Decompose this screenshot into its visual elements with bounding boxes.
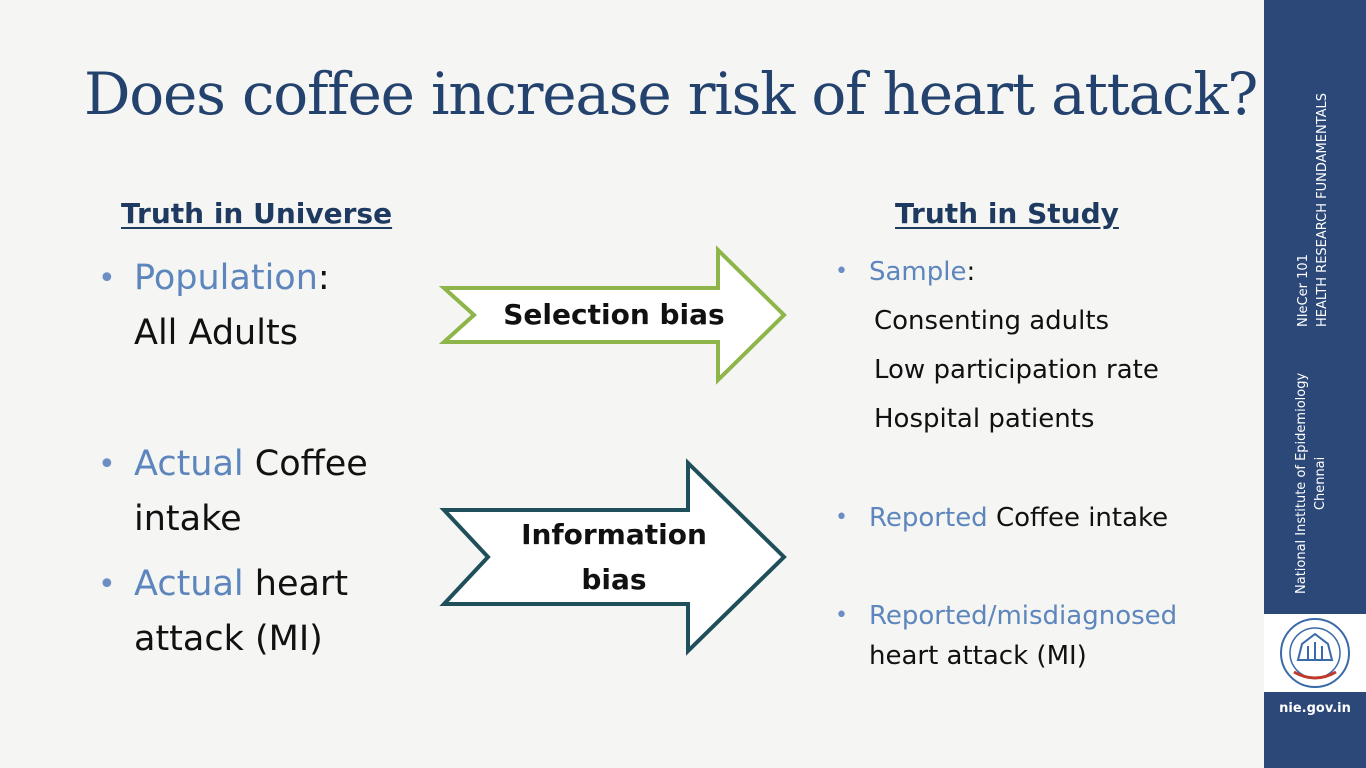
actual-heart-text-line2: attack (MI) xyxy=(134,619,323,659)
information-bias-label: Information bias xyxy=(484,512,744,602)
slide-title: Does coffee increase risk of heart attac… xyxy=(84,60,1258,128)
reported-coffee-bullet: • Reported Coffee intake xyxy=(835,498,1169,538)
actual-heart-bullet: • Actual heart attack (MI) xyxy=(98,557,349,667)
selection-arrow-shape xyxy=(438,245,787,385)
bullet-dot-icon: • xyxy=(98,447,116,482)
website-link[interactable]: nie.gov.in xyxy=(1279,701,1351,716)
reported-coffee-label: Reported xyxy=(869,503,988,533)
reported-heart-bullet: • Reported/misdiagnosed heart attack (MI… xyxy=(835,596,1178,676)
institute-name: National Institute of Epidemiology xyxy=(1294,372,1309,594)
sample-item: Hospital patients xyxy=(874,404,1095,434)
sample-label: Sample xyxy=(869,257,967,287)
reported-heart-text: heart attack (MI) xyxy=(869,641,1087,671)
sample-item: Consenting adults xyxy=(874,306,1110,336)
right-column-heading: Truth in Study xyxy=(895,197,1119,230)
bullet-dot-icon: • xyxy=(835,259,848,284)
sample-item: Low participation rate xyxy=(874,355,1159,385)
bullet-dot-icon: • xyxy=(98,261,116,296)
selection-bias-arrow xyxy=(438,245,787,385)
actual-coffee-text: Coffee xyxy=(243,444,368,484)
sample-bullet: • Sample: xyxy=(835,252,976,292)
information-bias-arrow xyxy=(439,458,787,656)
actual-heart-label: Actual xyxy=(134,564,244,604)
reported-heart-label: Reported/misdiagnosed xyxy=(869,601,1178,631)
bullet-dot-icon: • xyxy=(835,505,848,530)
selection-bias-label: Selection bias xyxy=(503,298,725,331)
course-code: NIeCer 101 xyxy=(1296,254,1311,327)
sample-colon: : xyxy=(966,257,976,287)
population-label: Population xyxy=(134,258,318,298)
left-column-heading: Truth in Universe xyxy=(121,197,393,230)
institute-city: Chennai xyxy=(1313,456,1328,511)
actual-coffee-text-line2: intake xyxy=(134,499,242,539)
information-bias-label-line2: bias xyxy=(581,563,647,596)
course-label: NIeCer 101 HEALTH RESEARCH FUNDAMENTALS xyxy=(1294,93,1332,327)
population-value: All Adults xyxy=(134,313,298,353)
information-bias-label-line1: Information xyxy=(521,518,707,551)
actual-coffee-label: Actual xyxy=(134,444,244,484)
slide: Does coffee increase risk of heart attac… xyxy=(84,60,1259,676)
population-colon: : xyxy=(317,258,330,298)
icmr-seal-icon xyxy=(1280,618,1350,688)
bullet-dot-icon: • xyxy=(835,603,848,628)
actual-coffee-bullet: • Actual Coffee intake xyxy=(98,437,368,547)
reported-coffee-text: Coffee intake xyxy=(987,503,1169,533)
actual-heart-text: heart xyxy=(243,564,349,604)
population-bullet: • Population: All Adults xyxy=(98,251,330,361)
institute-label: National Institute of Epidemiology Chenn… xyxy=(1292,373,1330,594)
course-title: HEALTH RESEARCH FUNDAMENTALS xyxy=(1315,92,1330,327)
bullet-dot-icon: • xyxy=(98,567,116,602)
information-arrow-shape xyxy=(439,458,787,656)
logo-panel xyxy=(1264,614,1366,692)
